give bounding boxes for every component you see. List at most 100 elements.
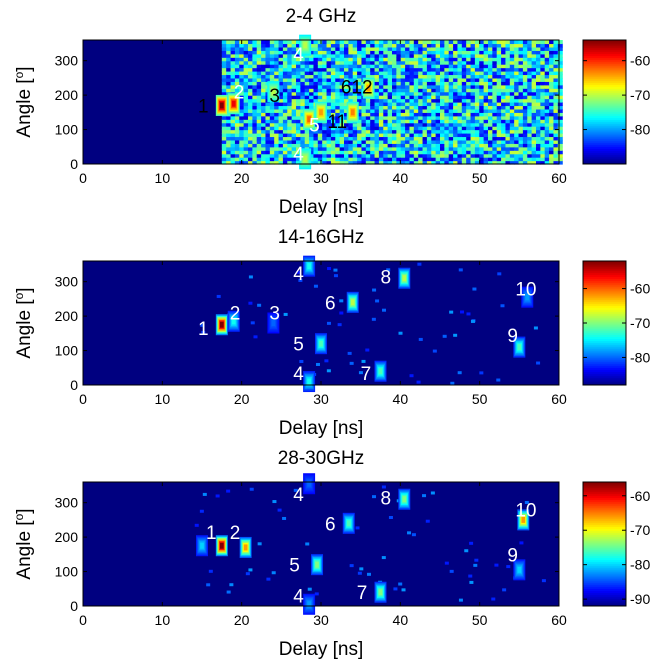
- heatmap-cell: [265, 105, 271, 110]
- heatmap-cell: [457, 126, 463, 131]
- heatmap-cell: [544, 143, 550, 148]
- annotation-label: 4: [293, 364, 304, 385]
- heatmap-cell: [278, 46, 284, 51]
- heatmap-cell: [505, 112, 511, 117]
- heatmap-cell: [474, 71, 480, 76]
- heatmap-cell: [348, 60, 354, 65]
- heatmap-cell: [413, 57, 419, 62]
- heatmap-cell: [357, 57, 363, 62]
- heatmap-cell: [300, 119, 306, 124]
- heatmap-cell: [444, 71, 450, 76]
- heatmap-cell: [274, 143, 280, 148]
- heatmap-cell: [553, 108, 559, 113]
- heatmap-cell: [287, 74, 293, 79]
- heatmap-cell: [396, 143, 402, 148]
- heatmap-cell: [522, 98, 528, 103]
- heatmap-cell: [300, 95, 306, 100]
- heatmap-cell: [344, 57, 349, 62]
- heatmap-cell: [509, 57, 515, 62]
- heatmap-cell: [453, 157, 459, 162]
- heatmap-cell: [357, 153, 363, 158]
- heatmap-cell: [466, 50, 472, 55]
- colorbar-segment: [583, 600, 626, 603]
- heatmap-cell: [326, 119, 332, 124]
- heatmap-cell: [549, 71, 555, 76]
- heatmap-cell: [483, 95, 489, 100]
- heatmap-cell: [418, 112, 424, 117]
- heatmap-cell: [448, 46, 454, 51]
- heatmap-cell: [315, 362, 320, 366]
- heatmap-cell: [440, 105, 445, 110]
- colorbar-segment: [583, 379, 626, 382]
- heatmap-cell: [282, 143, 288, 148]
- heatmap-cell: [344, 143, 349, 148]
- colorbar-segment: [583, 505, 626, 508]
- heatmap-cell: [487, 40, 493, 45]
- heatmap-cell: [527, 57, 533, 62]
- heatmap-cell: [474, 122, 480, 127]
- heatmap-cell: [221, 129, 227, 134]
- heatmap-cell: [296, 153, 301, 158]
- heatmap-cell: [357, 95, 363, 100]
- colorbar-segment: [583, 482, 626, 485]
- heatmap-cell: [483, 112, 489, 117]
- heatmap-cell: [365, 150, 371, 155]
- heatmap-cell: [387, 150, 393, 155]
- heatmap-cell: [461, 67, 467, 72]
- heatmap-cell: [370, 139, 376, 144]
- heatmap-cell: [457, 150, 463, 155]
- heatmap-cell: [453, 95, 459, 100]
- heatmap-cell: [261, 88, 267, 93]
- heatmap-cell: [518, 126, 524, 131]
- heatmap-cell: [473, 563, 478, 567]
- heatmap-cell: [435, 88, 441, 93]
- heatmap-cell: [531, 150, 537, 155]
- heatmap-cell: [501, 153, 507, 158]
- heatmap-cell: [509, 119, 515, 124]
- heatmap-cell: [282, 40, 288, 45]
- heatmap-cell: [313, 81, 319, 86]
- heatmap-cell: [296, 129, 301, 134]
- heatmap-cell: [544, 91, 550, 96]
- heatmap-cell: [505, 81, 511, 86]
- heatmap-cell: [348, 81, 354, 86]
- heatmap-cell: [413, 133, 419, 138]
- heatmap-cell: [248, 275, 253, 279]
- heatmap-cell: [304, 88, 310, 93]
- heatmap-cell: [535, 43, 541, 48]
- heatmap-cell: [426, 77, 432, 82]
- heatmap-cell: [243, 81, 249, 86]
- heatmap-cell: [444, 119, 450, 124]
- colorbar-segment: [583, 340, 626, 343]
- heatmap-cell: [261, 143, 267, 148]
- heatmap-cell: [492, 46, 498, 51]
- heatmap-cell: [261, 46, 267, 51]
- heatmap-cell: [330, 91, 336, 96]
- heatmap-cell: [409, 119, 415, 124]
- heatmap-cell: [387, 143, 393, 148]
- heatmap-cell: [265, 122, 271, 127]
- heatmap-cell: [518, 129, 524, 134]
- colorbar-segment: [583, 84, 626, 87]
- colorbar-segment: [583, 121, 626, 124]
- heatmap-cell: [330, 46, 336, 51]
- heatmap-cell: [496, 153, 502, 158]
- heatmap-cell: [431, 136, 437, 141]
- heatmap-cell: [330, 133, 336, 138]
- heatmap-cell: [365, 143, 371, 148]
- heatmap-cell: [348, 95, 354, 100]
- heatmap-cell: [387, 112, 393, 117]
- heatmap-cell: [357, 74, 363, 79]
- heatmap-cell: [531, 46, 537, 51]
- heatmap-cell: [291, 40, 297, 45]
- heatmap-cell: [487, 153, 493, 158]
- heatmap-cell: [398, 582, 403, 586]
- heatmap-cell: [431, 119, 437, 124]
- heatmap-cell: [226, 143, 232, 148]
- heatmap-cell: [527, 81, 533, 86]
- heatmap-peaks: [215, 255, 534, 393]
- heatmap-cell: [317, 98, 323, 103]
- heatmap-cell: [256, 46, 262, 51]
- heatmap-cell: [234, 146, 240, 151]
- heatmap-cell: [282, 53, 288, 58]
